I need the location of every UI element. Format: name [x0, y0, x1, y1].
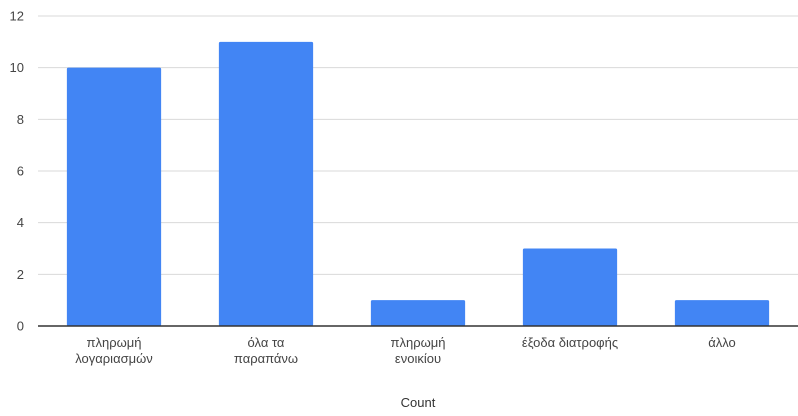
x-tick-label: πληρωμή ενοικίου	[391, 335, 446, 366]
y-tick-label: 2	[17, 267, 24, 282]
bar	[370, 300, 466, 326]
x-axis-title: Count	[401, 395, 436, 410]
y-tick-label: 10	[10, 60, 24, 75]
y-tick-label: 6	[17, 164, 24, 179]
y-tick-label: 0	[17, 319, 24, 334]
y-tick-labels: 0 2 4 6 8 10 12	[10, 9, 24, 334]
bar	[674, 300, 770, 326]
y-tick-label: 12	[10, 9, 24, 24]
y-tick-label: 8	[17, 112, 24, 127]
x-tick-label: όλα τα παραπάνω	[234, 335, 298, 366]
grid-lines	[38, 15, 798, 275]
bar	[522, 248, 618, 326]
bars	[66, 41, 770, 327]
y-tick-label: 4	[17, 215, 24, 230]
x-tick-label: άλλο	[708, 335, 736, 350]
x-tick-label: έξοδα διατροφής	[522, 335, 618, 350]
x-tick-label: πληρωμή λογαριασμών	[75, 335, 153, 366]
x-tick-labels: πληρωμή λογαριασμών όλα τα παραπάνω πληρωμή ε…	[75, 335, 736, 366]
bar	[218, 41, 314, 326]
bar	[66, 67, 162, 327]
